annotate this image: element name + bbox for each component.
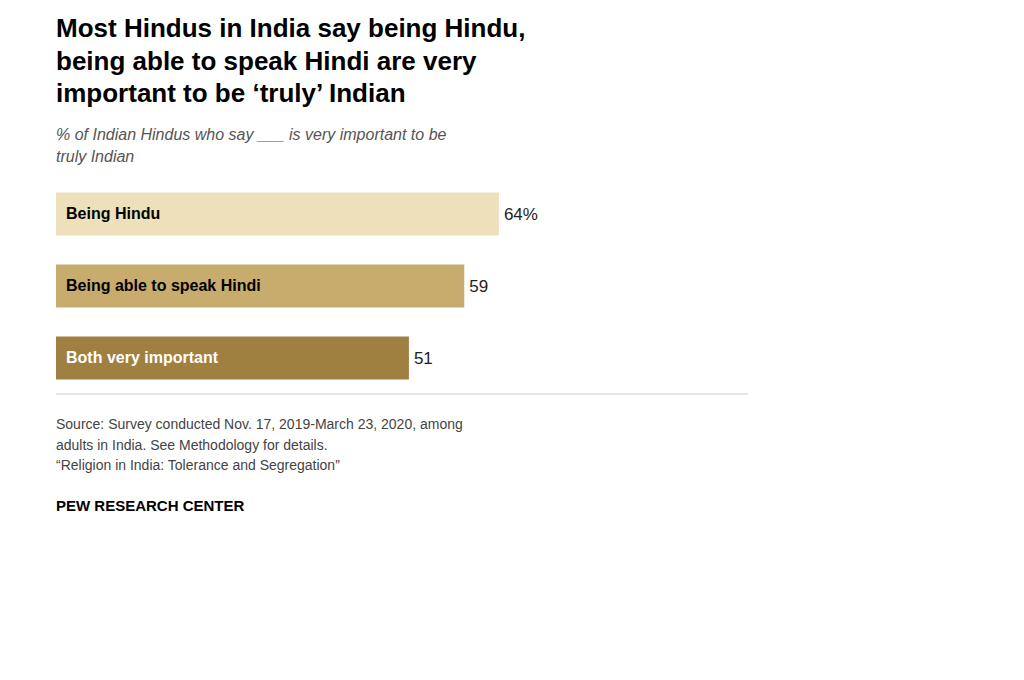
- svg-text:51: 51: [414, 349, 433, 368]
- html-text:Source: Survey conducted Nov.: Source: Survey conducted Nov. 17, 2019-M…: [56, 416, 463, 433]
- html-text:“Religion in India: Tolerance: “Religion in India: Tolerance and Segreg…: [56, 456, 340, 473]
- html-text:Most Hindus in India say being: Most Hindus in India say being Hindu,: [56, 13, 526, 43]
- html-text:truly Indian: truly Indian: [56, 147, 135, 165]
- html-text:adults in India. See Methodolo: adults in India. See Methodology for det…: [56, 436, 328, 453]
- svg-text:Being able to speak Hindi: Being able to speak Hindi: [66, 278, 261, 295]
- html-text:being able to speak Hindi are: being able to speak Hindi are very: [56, 45, 477, 76]
- svg-text:Both very important: Both very important: [66, 350, 219, 367]
- svg-text:Being Hindu: Being Hindu: [66, 206, 160, 223]
- html-text:PEW RESEARCH CENTER: PEW RESEARCH CENTER: [56, 497, 245, 515]
- svg-text:64%: 64%: [504, 205, 538, 224]
- html-text:% of Indian Hindus who say ___: % of Indian Hindus who say ___ is very i…: [56, 125, 447, 143]
- html-text:important to be ‘truly’ Indian: important to be ‘truly’ Indian: [56, 78, 406, 108]
- svg-text:59: 59: [469, 277, 488, 296]
